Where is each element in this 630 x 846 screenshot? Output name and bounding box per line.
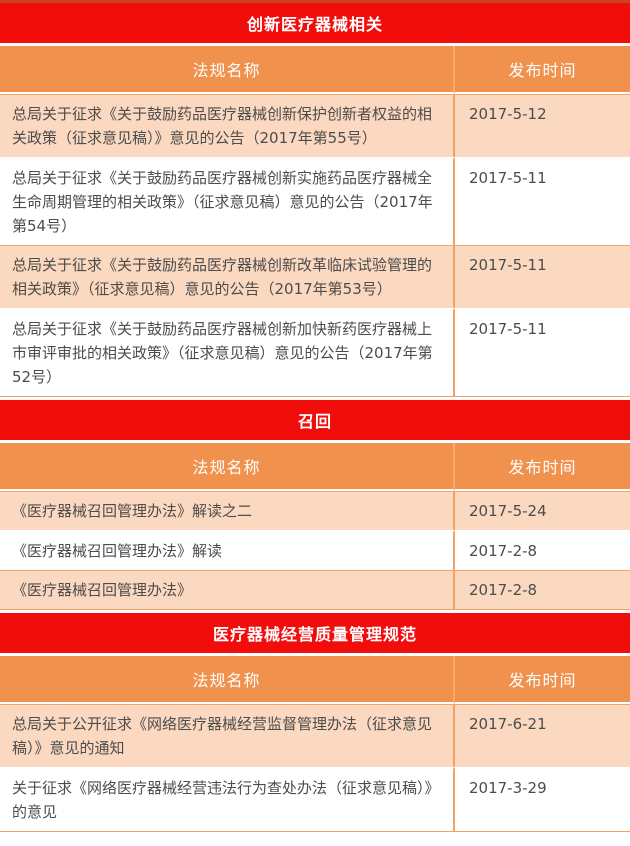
- publish-date-cell: 2017-6-21: [455, 704, 630, 767]
- table-row: 总局关于征求《关于鼓励药品医疗器械创新加快新药医疗器械上市审评审批的相关政策》（…: [0, 308, 630, 396]
- section-title: 医疗器械经营质量管理规范: [0, 613, 630, 653]
- column-header-regulation-name: 法规名称: [0, 656, 455, 704]
- column-header-publish-date: 发布时间: [455, 656, 630, 704]
- column-header-regulation-name: 法规名称: [0, 46, 455, 94]
- table-row: 总局关于征求《关于鼓励药品医疗器械创新改革临床试验管理的相关政策》（征求意见稿）…: [0, 245, 630, 308]
- table-row: 《医疗器械召回管理办法》 2017-2-8: [0, 570, 630, 609]
- regulation-section: 医疗器械经营质量管理规范 法规名称 发布时间 总局关于公开征求《网络医疗器械经营…: [0, 613, 630, 832]
- publish-date-cell: 2017-5-24: [455, 491, 630, 530]
- top-edge-strip: [0, 0, 630, 3]
- publish-date-cell: 2017-2-8: [455, 570, 630, 609]
- regulation-section: 召回 法规名称 发布时间 《医疗器械召回管理办法》解读之二 2017-5-24 …: [0, 400, 630, 610]
- table-row: 《医疗器械召回管理办法》解读之二 2017-5-24: [0, 491, 630, 530]
- publish-date-cell: 2017-5-11: [455, 157, 630, 245]
- section-title: 创新医疗器械相关: [0, 3, 630, 43]
- publish-date-cell: 2017-5-12: [455, 94, 630, 157]
- publish-date-cell: 2017-5-11: [455, 245, 630, 308]
- regulation-name-cell: 总局关于征求《关于鼓励药品医疗器械创新实施药品医疗器械全生命周期管理的相关政策》…: [0, 157, 455, 245]
- regulation-section: 创新医疗器械相关 法规名称 发布时间 总局关于征求《关于鼓励药品医疗器械创新保护…: [0, 3, 630, 397]
- section-title: 召回: [0, 400, 630, 440]
- column-header-publish-date: 发布时间: [455, 443, 630, 491]
- column-header-regulation-name: 法规名称: [0, 443, 455, 491]
- regulation-name-cell: 总局关于征求《关于鼓励药品医疗器械创新保护创新者权益的相关政策（征求意见稿）》意…: [0, 94, 455, 157]
- publish-date-cell: 2017-3-29: [455, 767, 630, 831]
- publish-date-cell: 2017-2-8: [455, 530, 630, 570]
- table-header-row: 法规名称 发布时间: [0, 443, 630, 491]
- table-row: 《医疗器械召回管理办法》解读 2017-2-8: [0, 530, 630, 570]
- table-row: 关于征求《网络医疗器械经营违法行为查处办法（征求意见稿）》的意见 2017-3-…: [0, 767, 630, 831]
- regulation-name-cell: 总局关于征求《关于鼓励药品医疗器械创新改革临床试验管理的相关政策》（征求意见稿）…: [0, 245, 455, 308]
- regulations-table: 法规名称 发布时间 总局关于公开征求《网络医疗器械经营监督管理办法（征求意见稿）…: [0, 656, 630, 832]
- regulations-table: 法规名称 发布时间 总局关于征求《关于鼓励药品医疗器械创新保护创新者权益的相关政…: [0, 46, 630, 397]
- regulation-name-cell: 《医疗器械召回管理办法》解读: [0, 530, 455, 570]
- table-header-row: 法规名称 发布时间: [0, 46, 630, 94]
- regulation-name-cell: 总局关于征求《关于鼓励药品医疗器械创新加快新药医疗器械上市审评审批的相关政策》（…: [0, 308, 455, 396]
- regulation-name-cell: 总局关于公开征求《网络医疗器械经营监督管理办法（征求意见稿）》意见的通知: [0, 704, 455, 767]
- table-row: 总局关于征求《关于鼓励药品医疗器械创新实施药品医疗器械全生命周期管理的相关政策》…: [0, 157, 630, 245]
- publish-date-cell: 2017-5-11: [455, 308, 630, 396]
- regulation-name-cell: 《医疗器械召回管理办法》: [0, 570, 455, 609]
- regulation-name-cell: 《医疗器械召回管理办法》解读之二: [0, 491, 455, 530]
- table-row: 总局关于公开征求《网络医疗器械经营监督管理办法（征求意见稿）》意见的通知 201…: [0, 704, 630, 767]
- table-header-row: 法规名称 发布时间: [0, 656, 630, 704]
- regulation-tables: 创新医疗器械相关 法规名称 发布时间 总局关于征求《关于鼓励药品医疗器械创新保护…: [0, 3, 630, 832]
- column-header-publish-date: 发布时间: [455, 46, 630, 94]
- table-row: 总局关于征求《关于鼓励药品医疗器械创新保护创新者权益的相关政策（征求意见稿）》意…: [0, 94, 630, 157]
- regulations-table: 法规名称 发布时间 《医疗器械召回管理办法》解读之二 2017-5-24 《医疗…: [0, 443, 630, 610]
- regulation-name-cell: 关于征求《网络医疗器械经营违法行为查处办法（征求意见稿）》的意见: [0, 767, 455, 831]
